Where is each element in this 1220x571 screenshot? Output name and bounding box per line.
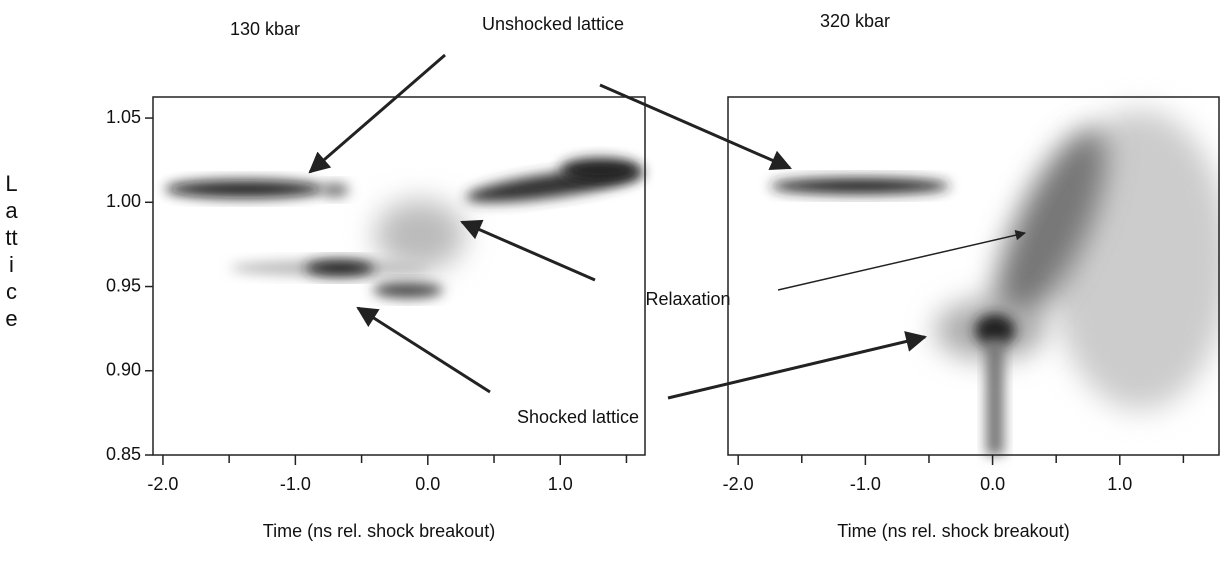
x-tick-label: -1.0 bbox=[850, 474, 881, 494]
plot-frame bbox=[727, 96, 1220, 456]
y-tick-label: 1.00 bbox=[106, 191, 141, 211]
y-tick-label: 0.90 bbox=[106, 360, 141, 380]
plot-frame bbox=[152, 96, 646, 456]
x-tick-label: 1.0 bbox=[1107, 474, 1132, 494]
y-axis-label: Lattice bbox=[5, 171, 18, 331]
y-tick-label: 0.85 bbox=[106, 444, 141, 464]
x-tick-label: -2.0 bbox=[147, 474, 178, 494]
panel-title: 130 kbar bbox=[230, 19, 300, 39]
x-axis-label: Time (ns rel. shock breakout) bbox=[263, 521, 495, 541]
arrows bbox=[308, 53, 1027, 400]
y-tick-label: 0.95 bbox=[106, 275, 141, 295]
x-tick-label: 0.0 bbox=[415, 474, 440, 494]
y-tick-label: 1.05 bbox=[106, 107, 141, 127]
annotation: Shocked lattice bbox=[517, 407, 639, 427]
panel-title: 320 kbar bbox=[820, 11, 890, 31]
annotation: Unshocked lattice bbox=[482, 14, 624, 34]
x-tick-label: -1.0 bbox=[280, 474, 311, 494]
x-tick-label: 1.0 bbox=[548, 474, 573, 494]
right-intensity bbox=[770, 110, 1220, 455]
annotation: Relaxation bbox=[645, 289, 730, 309]
x-tick-label: -2.0 bbox=[723, 474, 754, 494]
x-tick-label: 0.0 bbox=[980, 474, 1005, 494]
left-intensity bbox=[165, 158, 645, 298]
x-axis-label: Time (ns rel. shock breakout) bbox=[837, 521, 1069, 541]
